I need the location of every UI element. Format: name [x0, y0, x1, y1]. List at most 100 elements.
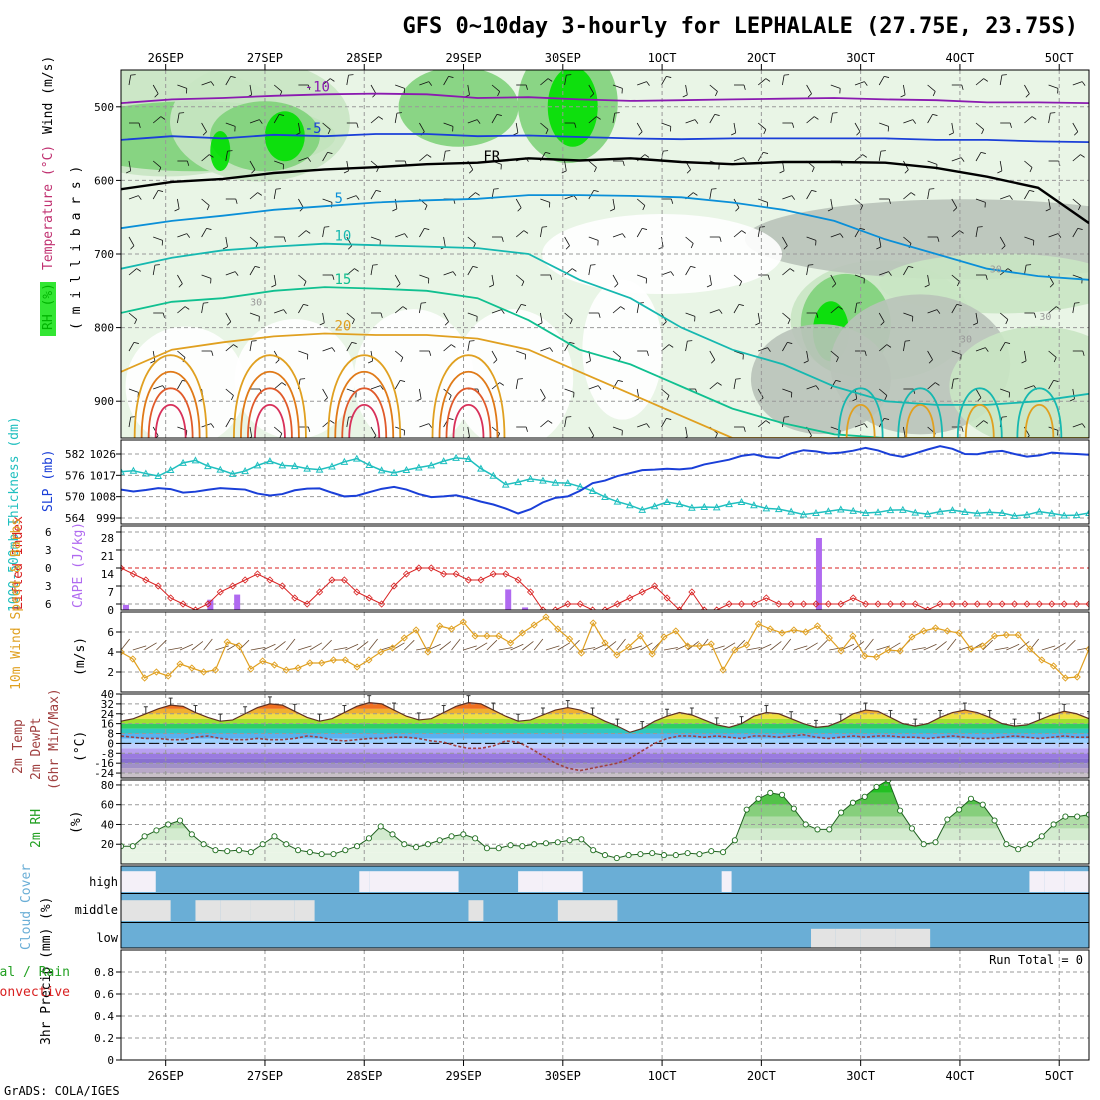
ylabel-wind: Wind (m/s) [41, 56, 56, 134]
warm-contour-loop [964, 404, 995, 438]
wind-barb-flag [1029, 167, 1033, 173]
wind-barb [830, 274, 837, 284]
wind-barb-flag [597, 385, 602, 390]
top-date-label: 5OCT [1045, 51, 1074, 65]
wind-barb [830, 306, 839, 314]
wind10m-barb [545, 645, 560, 651]
thickness-marker [973, 509, 982, 517]
wind10m-barb [746, 647, 761, 651]
panel-border [120, 865, 1090, 949]
wind-barb [128, 160, 132, 171]
wind-barb [588, 265, 591, 276]
wind-barb-flag [973, 322, 978, 326]
wind-barb [298, 350, 308, 355]
wind-barb-flag [375, 189, 381, 192]
wind-barb-flag [741, 230, 747, 234]
wind-speed-marker [318, 659, 326, 667]
bottom-date-label: 29SEP [445, 1069, 481, 1083]
wind-speed-marker [447, 625, 456, 633]
li-marker [502, 570, 510, 578]
rh2m-marker [283, 841, 290, 848]
rh-label: 30 [960, 334, 972, 345]
wind-speed-marker [121, 648, 125, 656]
wind-barb [128, 195, 139, 200]
wind-barb [419, 303, 422, 314]
wind-barb-flag [862, 154, 868, 158]
rh-shading [547, 70, 598, 147]
wind-speed-marker [152, 668, 161, 676]
wind-barb-flag [525, 426, 528, 432]
li-marker [986, 600, 994, 608]
wind-barb [515, 198, 522, 208]
cape-bar [522, 607, 529, 610]
li-marker [378, 600, 386, 608]
wind-barb-flag [767, 347, 771, 352]
wind-barb-flag [347, 245, 353, 250]
li-marker [477, 576, 485, 584]
wind-barb [661, 418, 667, 428]
wind-barb [975, 312, 979, 323]
wind-barb-flag [451, 344, 456, 348]
li-marker [1035, 600, 1043, 608]
wind-barb [806, 385, 817, 390]
wind-barb-flag [126, 170, 131, 174]
wind-barb [975, 347, 986, 352]
thickness-marker [712, 503, 721, 511]
wind-speed-marker [731, 646, 739, 654]
wind-barb [322, 227, 325, 238]
wind-barb [273, 84, 283, 92]
wind-barb [1024, 350, 1027, 361]
rh2m-marker [330, 851, 337, 858]
wind-speed-marker [778, 629, 786, 637]
wind-barb [298, 157, 308, 162]
wind-speed-marker [683, 642, 692, 650]
cloud-span [250, 900, 295, 921]
wind-barb [903, 341, 906, 352]
rh-swatch [40, 282, 56, 336]
wind-barb [733, 230, 742, 238]
wind-barb [903, 84, 906, 95]
wind-speed-marker [707, 640, 715, 648]
li-marker [899, 600, 907, 608]
wind-barb-flag [308, 426, 311, 432]
rh2m-marker [531, 841, 538, 848]
wind-barb-flag [150, 360, 156, 364]
rh2m-marker [507, 842, 514, 849]
warm-contour-loop [431, 354, 506, 438]
rh-band [121, 828, 1089, 841]
rh2m-marker [424, 841, 431, 848]
wind-speed-marker [837, 647, 845, 655]
wind10m-barb [262, 643, 276, 651]
wind-barb [225, 122, 236, 127]
wind-barb [540, 420, 549, 428]
wind-barb-flag [416, 398, 422, 402]
wind-barb [491, 274, 495, 285]
wind-speed-marker [624, 643, 633, 651]
wind-barb [394, 350, 404, 358]
wind-barb [637, 81, 647, 86]
wind-barb [515, 230, 525, 238]
cape-bar [815, 538, 822, 610]
wind-barb-flag [550, 274, 553, 280]
wind-speed-marker [790, 626, 798, 634]
wind-barb-flag [719, 236, 722, 242]
wind-barb [1048, 198, 1051, 209]
warm-contour-loop [956, 387, 1003, 438]
wind-barb [249, 160, 256, 170]
thickness-marker [998, 508, 1006, 517]
wind-speed-marker [955, 629, 963, 637]
wind-barb [443, 344, 452, 352]
wind-barb-flag [1009, 195, 1013, 200]
wind10m-barbs [121, 638, 1089, 651]
wind-speed-marker [1038, 656, 1046, 664]
wind-barb [782, 417, 785, 428]
cape-tick-label: 7 [107, 586, 114, 599]
wind-barb [225, 312, 232, 322]
wind-barb [612, 113, 616, 124]
rh2m-marker [519, 843, 526, 850]
wind-barb [758, 198, 768, 203]
wind-barb-flag [671, 198, 674, 204]
wind-barb-flag [787, 341, 793, 344]
bottom-date-label: 30SEP [545, 1069, 581, 1083]
top-date-label: 28SEP [346, 51, 382, 65]
